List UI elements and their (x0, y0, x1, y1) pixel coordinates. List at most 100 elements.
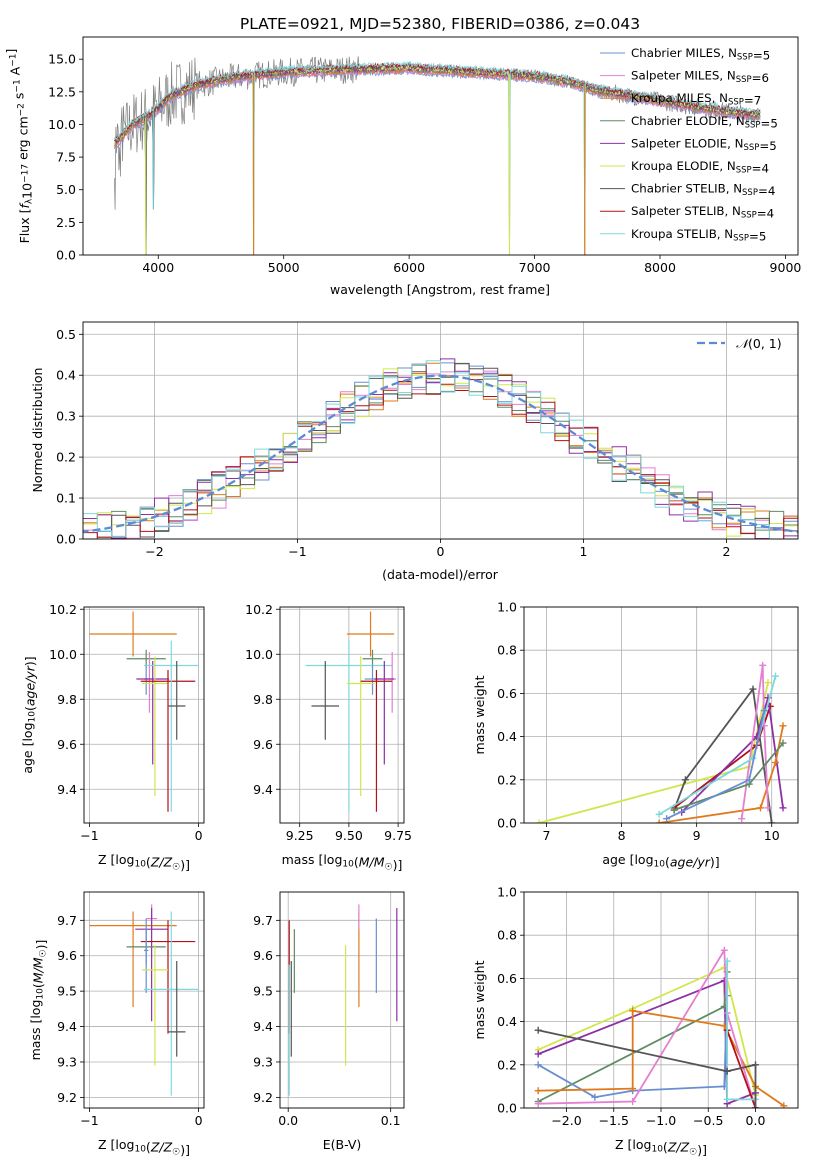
x-tick-label: 0 (195, 1113, 203, 1128)
mass-vs-Z-xlabel: Z [log10(Z/Z☉)] (98, 1137, 190, 1157)
legend-entry: Chabrier STELIB, NSSP=4 (631, 182, 775, 199)
errorbar-point (144, 918, 149, 993)
x-tick-label: −1 (80, 1113, 98, 1128)
y-tick-label: 0.3 (56, 409, 76, 424)
massweight-vs-age-ylabel: mass weight (472, 675, 487, 754)
errorbar-point (140, 670, 196, 812)
x-tick-label: 8 (618, 828, 626, 843)
spectrum-axes (113, 56, 761, 255)
axes-frame (523, 606, 799, 824)
errorbar-point (136, 661, 170, 765)
x-tick-label: 7 (543, 828, 551, 843)
residuals-plot (83, 358, 798, 539)
errorbar-point (346, 656, 375, 796)
age-vs-Z-ylabel: age [log10(age/yr)] (20, 656, 38, 773)
y-tick-label: 10.0 (49, 647, 77, 662)
residuals-ylabel: Normed distribution (30, 368, 45, 493)
y-tick-label: 10.2 (245, 602, 273, 617)
spectrum-xlabel: wavelength [Angstrom, rest frame] (330, 282, 550, 297)
age-vs-mass-axes (280, 607, 404, 823)
errorbar-point (346, 611, 395, 657)
residuals-xlabel: (data-model)/error (382, 567, 499, 582)
x-tick-label: 6000 (393, 260, 425, 275)
y-tick-label: 9.2 (253, 1090, 273, 1105)
y-tick-label: 9.8 (253, 692, 273, 707)
mass-vs-EBV-axes (280, 892, 404, 1108)
y-tick-label: 9.5 (253, 984, 273, 999)
x-tick-label: 1 (580, 544, 588, 559)
series-line (537, 966, 757, 1096)
x-tick-label: 9.50 (335, 828, 363, 843)
axes-frame (279, 606, 405, 824)
series-line (538, 1029, 757, 1108)
x-tick-label: −2.0 (551, 1113, 581, 1128)
y-tick-label: 1.0 (497, 885, 517, 900)
series-line (658, 725, 784, 823)
figure-title: PLATE=0921, MJD=52380, FIBERID=0386, z=0… (240, 15, 640, 33)
y-tick-label: 9.4 (253, 782, 273, 797)
histogram-step (83, 360, 798, 539)
y-tick-label: 0.0 (497, 1101, 517, 1116)
mass-vs-EBV-xlabel: E(B-V) (323, 1137, 362, 1152)
y-tick-label: 15.0 (48, 52, 76, 67)
errorbar-point (388, 652, 397, 713)
errorbar-point (311, 661, 340, 740)
errorbar-point (89, 611, 177, 657)
spectrum-plot (113, 56, 761, 255)
y-tick-label: 0.2 (56, 450, 76, 465)
massweight-vs-Z-axes (524, 891, 798, 1109)
y-tick-label: 0.6 (497, 686, 517, 701)
x-tick-label: 9.25 (286, 828, 314, 843)
errorbar-point (140, 920, 196, 1034)
y-tick-label: 0.0 (56, 248, 76, 263)
series-line (538, 1009, 785, 1107)
y-tick-label: 1.0 (497, 600, 517, 615)
y-tick-label: 12.5 (48, 84, 76, 99)
errorbar-point (362, 649, 383, 668)
x-tick-label: −0.5 (693, 1113, 723, 1128)
mass-vs-Z-axes (84, 892, 204, 1108)
axes-frame (279, 891, 405, 1109)
y-tick-label: 9.8 (57, 692, 77, 707)
spectrum-ylabel: Flux [fλ10−17 erg cm−2 s−1 A−1] (4, 49, 35, 244)
y-tick-label: 0.8 (497, 928, 517, 943)
y-tick-label: 0.1 (56, 491, 76, 506)
y-tick-label: 2.5 (56, 215, 76, 230)
x-tick-label: 8000 (644, 260, 676, 275)
axes-frame (83, 891, 205, 1109)
y-tick-label: 9.4 (57, 1019, 77, 1034)
y-tick-label: 9.6 (57, 948, 77, 963)
residuals-legend-entry: 𝒩(0, 1) (736, 336, 782, 351)
spectrum-legend: Chabrier MILES, NSSP=5 Salpeter MILES, NS… (600, 46, 778, 243)
y-tick-label: 0.8 (497, 643, 517, 658)
x-tick-label: 0.0 (278, 1113, 298, 1128)
massweight-vs-Z-plot (534, 946, 788, 1108)
errorbar-point (144, 665, 149, 695)
x-tick-label: 0 (195, 828, 203, 843)
errorbar-point (168, 661, 186, 740)
errorbar-point (364, 665, 381, 695)
x-tick-label: 5000 (268, 260, 300, 275)
spectrum-frame: 4000 5000 6000 7000 8000 9000 0.0 2.5 5.0 7.5 10.0… (48, 36, 801, 275)
y-tick-label: 0.0 (497, 816, 517, 831)
errorbar-point (135, 907, 168, 1022)
mass-vs-EBV-plot (288, 904, 398, 1096)
x-tick-label: 9.75 (384, 828, 412, 843)
y-tick-label: 9.6 (57, 737, 77, 752)
errorbar-point (360, 670, 393, 812)
y-tick-label: 0.4 (56, 368, 76, 383)
age-vs-Z-frame: −1 0 9.4 9.6 9.8 10.0 10.2 (49, 602, 205, 843)
mass-vs-Z-plot (89, 904, 199, 1096)
y-tick-label: 9.7 (253, 913, 273, 928)
x-tick-label: 0.0 (746, 1113, 766, 1128)
x-tick-label: 4000 (142, 260, 174, 275)
y-tick-label: 10.0 (245, 647, 273, 662)
errorbar-point (374, 661, 395, 765)
legend-entry: Chabrier MILES, NSSP=5 (631, 46, 770, 63)
y-tick-label: 7.5 (56, 150, 76, 165)
legend-entry: Salpeter ELODIE, NSSP=5 (631, 136, 777, 153)
y-tick-label: 10.0 (48, 117, 76, 132)
y-tick-label: 0.6 (497, 971, 517, 986)
y-tick-label: 9.6 (253, 948, 273, 963)
